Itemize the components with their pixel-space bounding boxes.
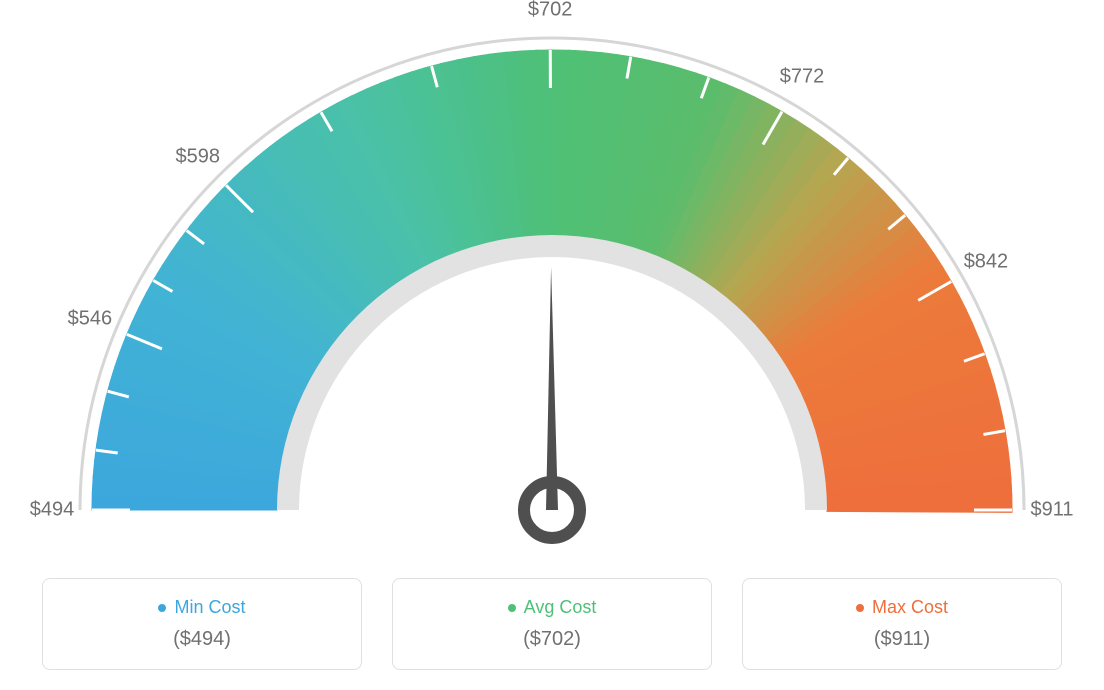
legend-title-avg: Avg Cost — [508, 597, 597, 618]
legend-label-max: Max Cost — [872, 597, 948, 618]
legend-dot-min — [158, 604, 166, 612]
legend-value-max: ($911) — [753, 628, 1051, 651]
gauge-chart: $494 $546 $598 $702 $772 $842 $911 — [0, 0, 1104, 560]
legend-title-min: Min Cost — [158, 597, 245, 618]
legend-title-max: Max Cost — [856, 597, 948, 618]
legend-dot-avg — [508, 604, 516, 612]
gauge-tick-label: $842 — [964, 250, 1009, 273]
legend-value-avg: ($702) — [403, 628, 701, 651]
gauge-tick-label: $702 — [528, 0, 573, 22]
gauge-tick-label: $598 — [176, 146, 221, 169]
legend-dot-max — [856, 604, 864, 612]
gauge-svg — [0, 0, 1104, 560]
legend-label-min: Min Cost — [174, 597, 245, 618]
legend-value-min: ($494) — [53, 628, 351, 651]
gauge-tick-label: $911 — [1030, 499, 1073, 522]
gauge-tick-label: $772 — [780, 65, 825, 88]
gauge-tick-label: $494 — [30, 499, 75, 522]
legend-card-min: Min Cost ($494) — [42, 578, 362, 670]
legend-card-max: Max Cost ($911) — [742, 578, 1062, 670]
legend-label-avg: Avg Cost — [524, 597, 597, 618]
legend-card-avg: Avg Cost ($702) — [392, 578, 712, 670]
legend-row: Min Cost ($494) Avg Cost ($702) Max Cost… — [0, 578, 1104, 670]
gauge-tick-label: $546 — [68, 308, 113, 331]
